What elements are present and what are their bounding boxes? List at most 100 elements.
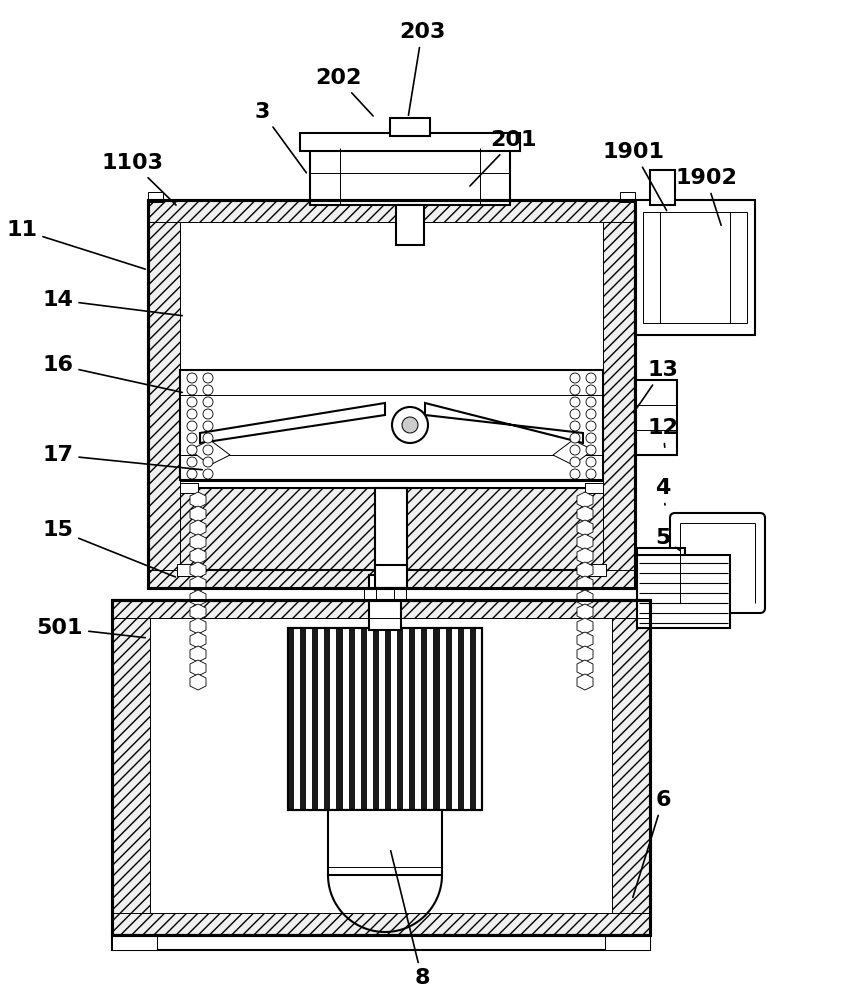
Bar xyxy=(310,148,510,205)
Polygon shape xyxy=(576,520,592,536)
Circle shape xyxy=(203,433,213,443)
Polygon shape xyxy=(576,548,592,564)
Bar xyxy=(300,133,519,151)
Polygon shape xyxy=(190,674,206,690)
Bar xyxy=(445,628,452,810)
Bar xyxy=(397,628,403,810)
Bar xyxy=(336,628,342,810)
Polygon shape xyxy=(190,506,206,522)
Bar xyxy=(180,483,197,493)
Circle shape xyxy=(203,409,213,419)
Bar xyxy=(112,935,157,950)
Text: 203: 203 xyxy=(398,22,445,115)
Polygon shape xyxy=(190,590,206,606)
Circle shape xyxy=(187,409,197,419)
Bar xyxy=(349,628,354,810)
Polygon shape xyxy=(407,488,603,570)
Bar xyxy=(649,170,674,205)
Polygon shape xyxy=(576,604,592,620)
Circle shape xyxy=(585,421,595,431)
Circle shape xyxy=(585,409,595,419)
Polygon shape xyxy=(190,646,206,662)
Text: 1902: 1902 xyxy=(674,168,736,225)
Bar xyxy=(364,588,376,600)
Bar xyxy=(390,118,430,136)
Bar xyxy=(421,628,427,810)
Circle shape xyxy=(187,445,197,455)
Text: 1103: 1103 xyxy=(102,153,176,205)
Bar xyxy=(393,588,405,600)
Text: 1901: 1901 xyxy=(603,142,666,211)
Polygon shape xyxy=(425,403,582,443)
Polygon shape xyxy=(190,440,230,465)
Polygon shape xyxy=(190,492,206,508)
Bar xyxy=(180,480,603,488)
Polygon shape xyxy=(611,600,649,935)
Circle shape xyxy=(203,385,213,395)
Polygon shape xyxy=(148,200,180,588)
Bar xyxy=(636,555,729,628)
Bar xyxy=(642,212,746,323)
Circle shape xyxy=(570,445,579,455)
Polygon shape xyxy=(190,604,206,620)
Text: 501: 501 xyxy=(36,618,145,638)
Bar xyxy=(112,600,649,935)
Bar xyxy=(385,628,391,810)
Bar xyxy=(112,935,649,950)
Circle shape xyxy=(187,385,197,395)
Text: 201: 201 xyxy=(469,130,537,186)
Bar xyxy=(148,200,634,588)
Polygon shape xyxy=(190,632,206,648)
Polygon shape xyxy=(552,440,592,465)
Polygon shape xyxy=(148,570,634,588)
Bar xyxy=(634,380,676,455)
Circle shape xyxy=(203,373,213,383)
Polygon shape xyxy=(180,488,375,570)
Polygon shape xyxy=(112,600,150,935)
Polygon shape xyxy=(112,600,649,618)
Text: 15: 15 xyxy=(42,520,176,577)
Polygon shape xyxy=(576,590,592,606)
Text: 5: 5 xyxy=(655,528,679,550)
Text: 17: 17 xyxy=(42,445,202,470)
Circle shape xyxy=(187,469,197,479)
Bar xyxy=(180,222,603,370)
Bar xyxy=(180,370,603,480)
Bar xyxy=(469,628,475,810)
Circle shape xyxy=(585,445,595,455)
Circle shape xyxy=(187,421,197,431)
Bar xyxy=(176,564,202,576)
Polygon shape xyxy=(576,534,592,550)
Text: 16: 16 xyxy=(42,355,182,392)
Polygon shape xyxy=(190,618,206,634)
Circle shape xyxy=(203,469,213,479)
Bar xyxy=(288,628,481,810)
Bar xyxy=(604,935,649,950)
Polygon shape xyxy=(576,674,592,690)
Polygon shape xyxy=(190,562,206,578)
Text: 4: 4 xyxy=(655,478,670,505)
Bar xyxy=(288,628,481,810)
Polygon shape xyxy=(112,913,649,935)
Circle shape xyxy=(187,433,197,443)
Bar xyxy=(372,628,378,810)
FancyBboxPatch shape xyxy=(669,513,764,613)
Bar xyxy=(148,192,163,202)
Text: 13: 13 xyxy=(633,360,678,413)
Circle shape xyxy=(585,433,595,443)
Text: 12: 12 xyxy=(647,418,678,447)
Circle shape xyxy=(570,385,579,395)
Polygon shape xyxy=(190,548,206,564)
Text: 6: 6 xyxy=(632,790,670,897)
Circle shape xyxy=(585,385,595,395)
Circle shape xyxy=(585,457,595,467)
Circle shape xyxy=(585,373,595,383)
Circle shape xyxy=(570,457,579,467)
Polygon shape xyxy=(576,506,592,522)
Bar xyxy=(584,483,603,493)
Polygon shape xyxy=(576,660,592,676)
Polygon shape xyxy=(576,646,592,662)
Bar xyxy=(619,192,634,202)
Circle shape xyxy=(203,457,213,467)
Polygon shape xyxy=(576,562,592,578)
